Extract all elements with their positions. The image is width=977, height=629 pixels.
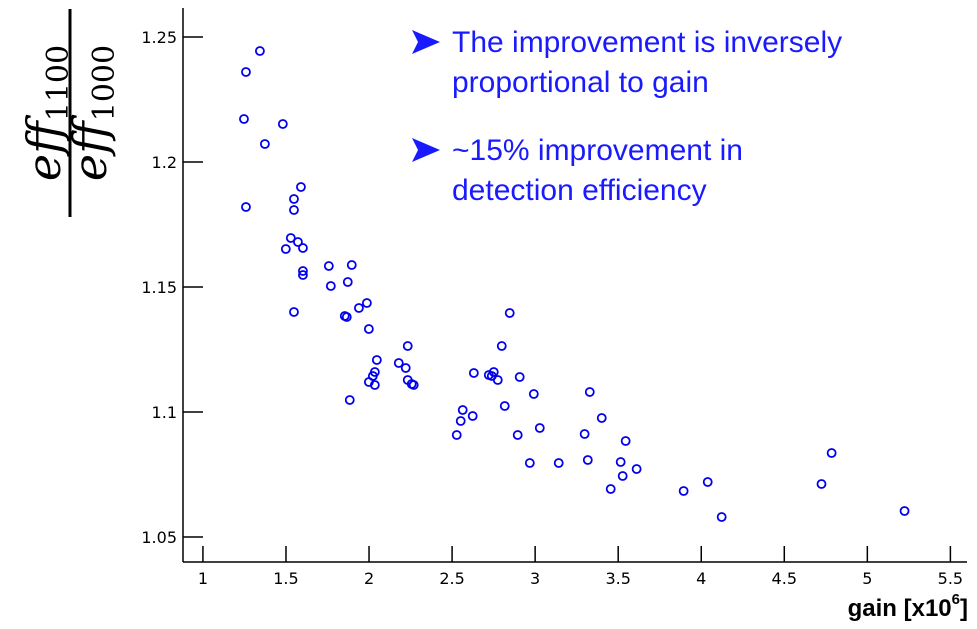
y-label-den-text: eff	[63, 114, 117, 181]
x-tick-label: 5.5	[938, 569, 963, 588]
point	[346, 260, 357, 270]
point	[528, 389, 539, 399]
point	[361, 298, 372, 308]
point	[620, 436, 631, 446]
point	[584, 387, 595, 397]
x-tick-label: 1	[198, 569, 208, 588]
x-tick-label: 3.5	[605, 569, 630, 588]
y-label-den-sub: 1000	[87, 45, 122, 121]
y-tick-label: 1.1	[152, 403, 177, 422]
point	[255, 46, 265, 56]
point	[298, 243, 308, 253]
point	[323, 261, 334, 271]
y-tick-label: 1.25	[141, 28, 177, 47]
point	[467, 411, 478, 421]
point	[504, 308, 515, 318]
point	[289, 205, 299, 215]
point	[402, 341, 413, 351]
point	[241, 67, 251, 77]
x-axis-label: gain [x106]	[848, 591, 968, 622]
point	[899, 506, 910, 516]
point	[293, 237, 303, 247]
point	[259, 139, 270, 149]
x-tick-label: 2	[364, 569, 374, 588]
point	[553, 458, 564, 468]
point	[239, 114, 249, 124]
annotation: proportional to gain	[452, 66, 709, 99]
point	[296, 182, 306, 192]
point	[524, 458, 535, 468]
point	[371, 355, 382, 365]
point	[716, 512, 727, 522]
x-label-end: ]	[960, 595, 968, 622]
point	[277, 119, 288, 129]
point	[393, 358, 404, 368]
annotation: The improvement is inversely	[452, 26, 842, 59]
point	[289, 307, 299, 317]
point	[369, 380, 380, 390]
point	[631, 464, 642, 474]
bullet-arrow	[412, 30, 440, 54]
x-tick-label: 1.5	[273, 569, 298, 588]
point	[702, 477, 713, 487]
point	[826, 448, 837, 458]
point	[678, 486, 689, 496]
point	[241, 202, 251, 212]
x-tick-label: 4	[696, 569, 706, 588]
x-tick-label: 2.5	[439, 569, 464, 588]
point	[617, 471, 628, 481]
point	[344, 395, 355, 405]
annotation: ~15% improvement in	[452, 134, 743, 167]
point	[325, 281, 336, 291]
point	[496, 341, 507, 351]
point	[342, 277, 353, 287]
point	[499, 401, 510, 411]
point	[451, 430, 462, 440]
point	[596, 413, 607, 423]
point	[468, 368, 479, 378]
point	[408, 380, 419, 390]
point	[534, 423, 545, 433]
annotation: detection efficiency	[452, 174, 707, 207]
y-label-denominator: eff1000	[63, 45, 122, 181]
point	[298, 266, 308, 276]
point	[280, 244, 291, 254]
y-tick-label: 1.15	[141, 278, 177, 297]
point	[457, 405, 468, 415]
point	[298, 270, 308, 280]
point	[605, 484, 616, 494]
point	[455, 416, 466, 426]
bullet-arrow	[412, 138, 440, 162]
x-tick-label: 4.5	[772, 569, 797, 588]
y-tick-label: 1.2	[152, 153, 177, 172]
x-label-exponent: 6	[952, 591, 960, 608]
point	[341, 312, 352, 322]
x-tick-label: 5	[862, 569, 872, 588]
point	[514, 372, 525, 382]
point	[289, 194, 299, 204]
x-label-text: gain [x10	[848, 595, 952, 622]
point	[363, 324, 374, 334]
point	[400, 363, 411, 373]
point	[816, 479, 827, 489]
point	[615, 457, 626, 467]
point	[582, 455, 593, 465]
point	[354, 303, 364, 313]
y-axis-label: eff1100 eff1000	[17, 9, 122, 217]
y-tick-label: 1.05	[141, 528, 177, 547]
y-label-num-text: eff	[17, 114, 71, 181]
x-tick-label: 3	[530, 569, 540, 588]
point	[285, 233, 296, 243]
point	[579, 429, 590, 439]
point	[486, 371, 497, 381]
point	[512, 430, 523, 440]
